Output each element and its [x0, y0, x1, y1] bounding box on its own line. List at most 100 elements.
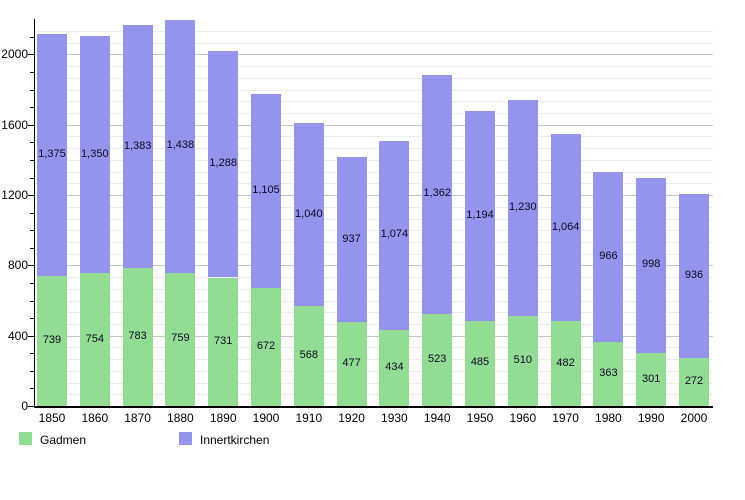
gridline-minor — [34, 347, 713, 349]
bar-segment-innertkirchen — [37, 34, 67, 277]
bar-segment-innertkirchen — [636, 177, 667, 353]
bar-segment-innertkirchen — [336, 157, 367, 323]
bar-segment-gadmen — [251, 287, 281, 406]
bar-segment-innertkirchen — [465, 110, 495, 321]
gridline-minor — [34, 89, 713, 91]
gridline-minor — [34, 241, 713, 243]
bar-value-innertkirchen: 998 — [642, 258, 661, 271]
bar-value-gadmen: 759 — [171, 332, 190, 345]
bar-value-innertkirchen: 1,288 — [209, 157, 237, 170]
gridline-major — [34, 195, 713, 196]
gridline-minor — [34, 42, 713, 44]
legend-swatch-gadmen — [19, 432, 32, 445]
bar-value-innertkirchen: 966 — [599, 250, 618, 263]
x-tick-label: 1910 — [295, 411, 323, 425]
bar-segment-gadmen — [208, 277, 239, 406]
bar-segment-gadmen — [79, 273, 110, 406]
gridline-minor — [34, 394, 713, 396]
x-tick-label: 1890 — [209, 411, 237, 425]
bar-value-gadmen: 672 — [256, 339, 276, 352]
gridline-minor — [34, 277, 713, 279]
y-tick-label: 2000 — [1, 47, 28, 62]
bar-segment-innertkirchen — [251, 93, 281, 288]
gridline-major — [34, 335, 713, 337]
bar-segment-innertkirchen — [507, 100, 538, 317]
bar-segment-gadmen — [507, 316, 538, 406]
y-tick-major — [28, 406, 34, 407]
gridline-minor — [34, 382, 713, 384]
bar-segment-gadmen — [422, 314, 453, 406]
x-tick-label: 2000 — [680, 411, 708, 425]
gridline-minor — [34, 359, 713, 361]
y-tick-minor — [30, 282, 34, 284]
y-tick-minor — [30, 247, 34, 249]
bar-segment-gadmen — [593, 342, 624, 406]
bar-value-gadmen: 301 — [642, 372, 661, 385]
bar-segment-innertkirchen — [679, 193, 709, 359]
legend-label-innertkirchen: Innertkirchen — [200, 433, 270, 447]
y-tick-minor — [30, 318, 34, 320]
gridline-minor — [34, 324, 713, 325]
y-tick-minor — [30, 142, 34, 144]
gridline-minor — [34, 370, 713, 372]
y-tick-major — [28, 265, 34, 267]
bar-value-innertkirchen: 1,383 — [123, 139, 152, 152]
x-tick-label: 1930 — [381, 411, 408, 425]
y-tick-minor — [30, 300, 34, 302]
y-tick-major — [28, 335, 34, 337]
gridline-minor — [34, 183, 713, 185]
bar-segment-gadmen — [550, 321, 581, 406]
bar-segment-innertkirchen — [593, 172, 624, 343]
x-tick-label: 1870 — [124, 411, 151, 425]
bar-segment-innertkirchen — [122, 25, 153, 269]
gridline-minor — [34, 101, 713, 103]
y-tick-minor — [30, 177, 34, 179]
bar-value-innertkirchen: 1,438 — [166, 139, 195, 152]
x-tick-label: 1950 — [466, 411, 494, 425]
bar-value-gadmen: 568 — [299, 349, 318, 362]
y-tick-label: 1600 — [1, 117, 28, 132]
x-axis-line — [34, 406, 713, 408]
y-tick-minor — [30, 230, 34, 232]
bar-value-innertkirchen: 1,074 — [380, 228, 409, 241]
gridline-minor — [34, 288, 713, 290]
y-tick-major — [28, 54, 34, 56]
x-tick-label: 1860 — [81, 411, 109, 425]
gridline-minor — [34, 312, 713, 314]
y-tick-major — [28, 124, 34, 126]
bar-value-gadmen: 482 — [556, 356, 575, 369]
bar-segment-gadmen — [37, 276, 67, 406]
bar-segment-innertkirchen — [79, 36, 110, 274]
y-tick-minor — [30, 370, 34, 372]
bar-value-gadmen: 754 — [85, 332, 104, 345]
x-tick-label: 1900 — [252, 411, 280, 425]
bar-value-innertkirchen: 1,375 — [38, 148, 66, 161]
y-tick-label: 400 — [7, 328, 28, 343]
y-tick-major — [28, 195, 34, 196]
gridline-minor — [34, 66, 713, 68]
bar-segment-innertkirchen — [208, 51, 239, 278]
gridline-minor — [34, 253, 713, 255]
bar-value-gadmen: 739 — [42, 334, 62, 346]
gridline-major — [34, 124, 713, 126]
y-tick-minor — [30, 353, 34, 355]
y-tick-minor — [30, 72, 34, 73]
gridline-major — [34, 54, 713, 56]
y-axis-line — [34, 19, 35, 406]
bar-segment-innertkirchen — [379, 140, 410, 330]
bar-value-gadmen: 523 — [428, 353, 447, 365]
bar-value-innertkirchen: 936 — [684, 268, 704, 281]
bar-segment-gadmen — [122, 268, 153, 406]
gridline-minor — [34, 206, 713, 208]
x-tick-label: 1880 — [167, 411, 194, 425]
bar-segment-gadmen — [636, 353, 667, 406]
bar-value-gadmen: 485 — [470, 356, 490, 369]
gridline-minor — [34, 136, 713, 138]
bar-segment-gadmen — [336, 322, 367, 406]
bar-value-innertkirchen: 1,105 — [252, 183, 280, 196]
bar-value-gadmen: 434 — [385, 360, 404, 373]
x-tick-label: 1960 — [509, 411, 537, 425]
gridline-minor — [34, 159, 713, 161]
x-tick-label: 1970 — [552, 411, 579, 425]
